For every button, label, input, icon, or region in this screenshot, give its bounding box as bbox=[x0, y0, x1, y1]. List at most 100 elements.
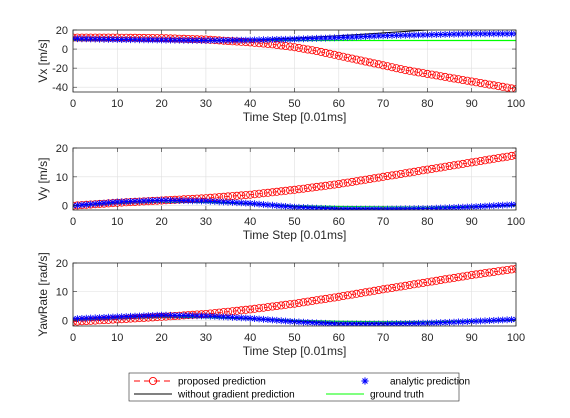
x-tick-label: 60 bbox=[333, 332, 345, 344]
data-point bbox=[365, 287, 374, 296]
data-point bbox=[184, 36, 192, 44]
data-point bbox=[317, 34, 325, 42]
data-point bbox=[463, 30, 471, 38]
y-axis-label: YawRate [rad/s] bbox=[36, 252, 50, 336]
data-point bbox=[512, 264, 516, 273]
data-point bbox=[282, 203, 289, 210]
data-point bbox=[458, 159, 467, 168]
data-point bbox=[220, 198, 227, 206]
data-point bbox=[432, 204, 440, 210]
x-axis-label: Time Step [0.01ms] bbox=[243, 344, 347, 358]
data-point bbox=[436, 275, 445, 284]
data-point bbox=[290, 299, 299, 308]
data-point bbox=[220, 36, 227, 44]
data-point bbox=[100, 35, 108, 43]
data-point bbox=[428, 31, 436, 39]
data-point bbox=[499, 201, 507, 209]
data-point bbox=[308, 319, 316, 326]
data-point bbox=[100, 314, 108, 321]
data-point bbox=[436, 163, 445, 172]
data-point bbox=[348, 320, 356, 326]
data-point bbox=[356, 56, 365, 65]
data-point bbox=[454, 273, 463, 282]
data-point bbox=[233, 314, 241, 321]
data-point bbox=[379, 61, 388, 70]
data-point bbox=[357, 205, 365, 210]
x-tick-label: 40 bbox=[244, 332, 256, 344]
data-point bbox=[317, 204, 325, 210]
data-point bbox=[224, 198, 232, 206]
data-point bbox=[308, 35, 316, 42]
data-point bbox=[450, 204, 458, 210]
data-point bbox=[396, 169, 405, 178]
legend: proposed prediction analytic prediction wi… bbox=[128, 372, 470, 402]
data-point bbox=[304, 204, 312, 210]
data-point bbox=[211, 313, 219, 320]
legend-box bbox=[128, 372, 460, 402]
data-point bbox=[361, 175, 370, 184]
data-point bbox=[437, 204, 445, 210]
data-point bbox=[167, 36, 174, 44]
data-point bbox=[300, 204, 307, 210]
data-point bbox=[344, 320, 352, 326]
data-point bbox=[450, 318, 458, 326]
data-point bbox=[455, 30, 462, 38]
data-point bbox=[237, 306, 246, 315]
data-point bbox=[352, 55, 361, 64]
data-point bbox=[268, 188, 277, 197]
data-point bbox=[410, 31, 418, 39]
data-point bbox=[175, 36, 183, 44]
data-point bbox=[269, 316, 276, 324]
data-point bbox=[299, 184, 308, 193]
data-point bbox=[370, 32, 378, 40]
data-point bbox=[206, 312, 214, 320]
x-tick-label: 60 bbox=[333, 98, 345, 110]
data-point bbox=[286, 42, 295, 51]
data-point bbox=[463, 76, 472, 85]
data-point bbox=[507, 265, 516, 274]
data-point bbox=[322, 34, 329, 42]
data-point bbox=[410, 205, 418, 210]
data-point bbox=[317, 319, 325, 326]
data-point bbox=[109, 36, 117, 43]
data-point bbox=[113, 36, 121, 43]
data-point bbox=[91, 314, 99, 322]
data-point bbox=[184, 197, 192, 205]
data-point bbox=[503, 30, 511, 38]
data-point bbox=[503, 265, 512, 274]
x-tick-label: 10 bbox=[111, 332, 123, 344]
data-point bbox=[87, 314, 95, 322]
data-point bbox=[339, 52, 348, 61]
data-point bbox=[467, 158, 476, 167]
data-point bbox=[162, 36, 170, 44]
data-point bbox=[387, 283, 396, 292]
data-point bbox=[418, 69, 427, 78]
data-point bbox=[375, 205, 383, 210]
data-point bbox=[339, 34, 347, 41]
data-point bbox=[277, 202, 285, 210]
data-point bbox=[286, 35, 294, 43]
data-point bbox=[206, 37, 214, 44]
y-axis-label: Vx [m/s] bbox=[36, 39, 50, 82]
data-point bbox=[127, 198, 134, 205]
data-point bbox=[149, 36, 157, 44]
data-point bbox=[486, 30, 493, 38]
data-point bbox=[91, 35, 99, 43]
x-axis-label: Time Step [0.01ms] bbox=[243, 228, 347, 242]
data-point bbox=[384, 205, 391, 210]
data-point bbox=[171, 36, 179, 44]
data-point bbox=[330, 180, 339, 189]
data-point bbox=[202, 312, 210, 320]
data-point bbox=[140, 197, 148, 205]
data-point bbox=[144, 312, 152, 319]
data-point bbox=[313, 34, 320, 42]
data-point bbox=[481, 317, 489, 325]
data-point bbox=[260, 315, 267, 323]
x-axis-label: Time Step [0.01ms] bbox=[243, 110, 347, 124]
legend-label: proposed prediction bbox=[178, 377, 266, 388]
x-tick-label: 30 bbox=[200, 98, 212, 110]
x-tick-label: 0 bbox=[70, 216, 76, 228]
data-point bbox=[272, 301, 281, 310]
data-point bbox=[251, 200, 258, 208]
data-point bbox=[224, 36, 232, 44]
